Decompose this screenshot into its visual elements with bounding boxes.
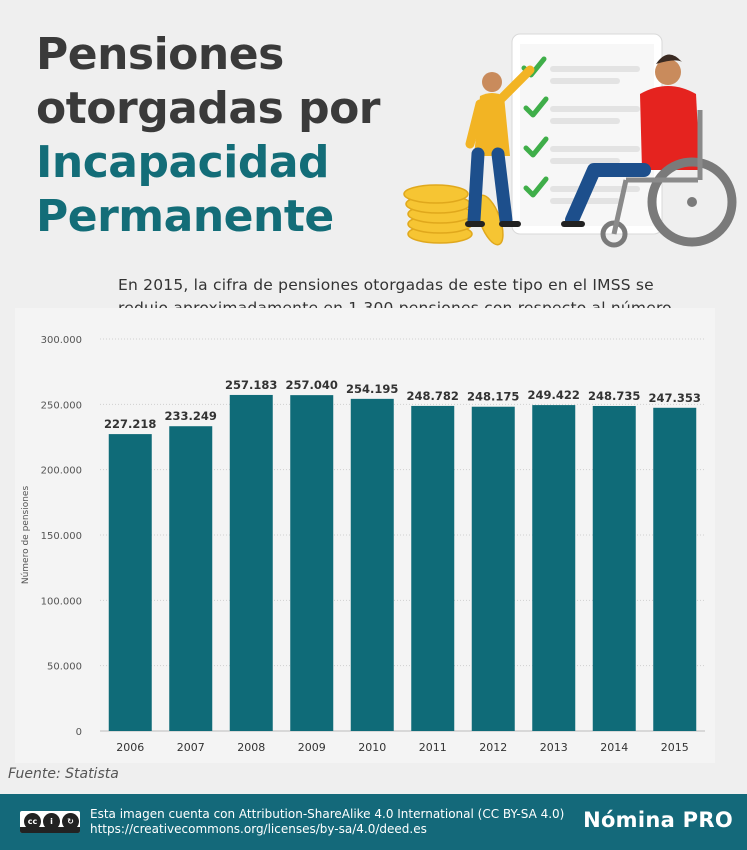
- title-line-2: otorgadas por: [36, 83, 381, 134]
- bar: [653, 407, 697, 731]
- attribution-icon: i: [43, 813, 60, 830]
- y-tick-label: 150.000: [41, 531, 82, 542]
- y-tick-label: 50.000: [47, 662, 82, 673]
- wheelchair-illustration: [403, 33, 737, 248]
- title-line-3: Incapacidad: [36, 137, 330, 188]
- bar: [411, 405, 455, 731]
- title-line-4: Permanente: [36, 191, 334, 242]
- bar-value-label: 257.183: [225, 378, 277, 392]
- bar-value-label: 247.353: [649, 391, 701, 405]
- bar-value-label: 248.735: [588, 389, 640, 403]
- cc-by-sa-badge[interactable]: cc i ↻: [20, 811, 80, 833]
- brand-logo: Nómina PRO: [583, 808, 733, 832]
- bar: [592, 405, 636, 731]
- x-tick-label: 2014: [600, 741, 628, 754]
- license-line-1: Esta imagen cuenta con Attribution-Share…: [90, 807, 565, 821]
- bar: [108, 434, 152, 731]
- bar-value-label: 254.195: [346, 382, 398, 396]
- bar: [169, 426, 213, 731]
- page-title: Pensiones otorgadas por Incapacidad Perm…: [36, 28, 381, 244]
- badge-strip: [20, 827, 80, 833]
- x-tick-label: 2010: [358, 741, 386, 754]
- x-tick-label: 2015: [661, 741, 689, 754]
- bar-value-label: 249.422: [528, 388, 580, 402]
- pensions-bar-chart: 0 50.000 100.000 150.000 200.000 250.000 300.0…: [21, 335, 705, 754]
- bar-value-label: 227.218: [104, 417, 156, 431]
- license-link[interactable]: https://creativecommons.org/licenses/by-…: [90, 822, 427, 836]
- x-tick-label: 2007: [177, 741, 205, 754]
- y-axis-label: Número de pensiones: [21, 486, 31, 585]
- x-tick-label: 2008: [237, 741, 265, 754]
- x-tick-label: 2006: [116, 741, 144, 754]
- x-tick-label: 2009: [298, 741, 326, 754]
- license-footer: cc i ↻ Esta imagen cuenta con Attributio…: [0, 794, 747, 850]
- y-tick-label: 250.000: [41, 400, 82, 411]
- y-tick-label: 200.000: [41, 466, 82, 477]
- share-alike-icon: ↻: [62, 813, 79, 830]
- license-text: Esta imagen cuenta con Attribution-Share…: [90, 807, 564, 837]
- x-tick-label: 2013: [540, 741, 568, 754]
- bar-value-label: 248.175: [467, 390, 519, 404]
- source-note: Fuente: Statista: [8, 766, 119, 782]
- bar: [229, 394, 273, 731]
- y-tick-label: 100.000: [41, 596, 82, 607]
- bar-value-label: 257.040: [286, 378, 338, 392]
- bar-value-label: 248.782: [407, 389, 459, 403]
- title-line-1: Pensiones: [36, 29, 284, 80]
- y-tick-label: 300.000: [41, 335, 82, 346]
- x-tick-label: 2012: [479, 741, 507, 754]
- chart-panel: 0 50.000 100.000 150.000 200.000 250.000 300.0…: [15, 308, 715, 763]
- creative-commons-icon: cc: [24, 813, 41, 830]
- x-tick-label: 2011: [419, 741, 447, 754]
- bar: [350, 398, 394, 731]
- y-tick-label: 0: [76, 727, 82, 738]
- bar: [471, 406, 515, 731]
- bar: [532, 405, 576, 731]
- bar: [290, 395, 334, 731]
- bar-value-label: 233.249: [165, 409, 217, 423]
